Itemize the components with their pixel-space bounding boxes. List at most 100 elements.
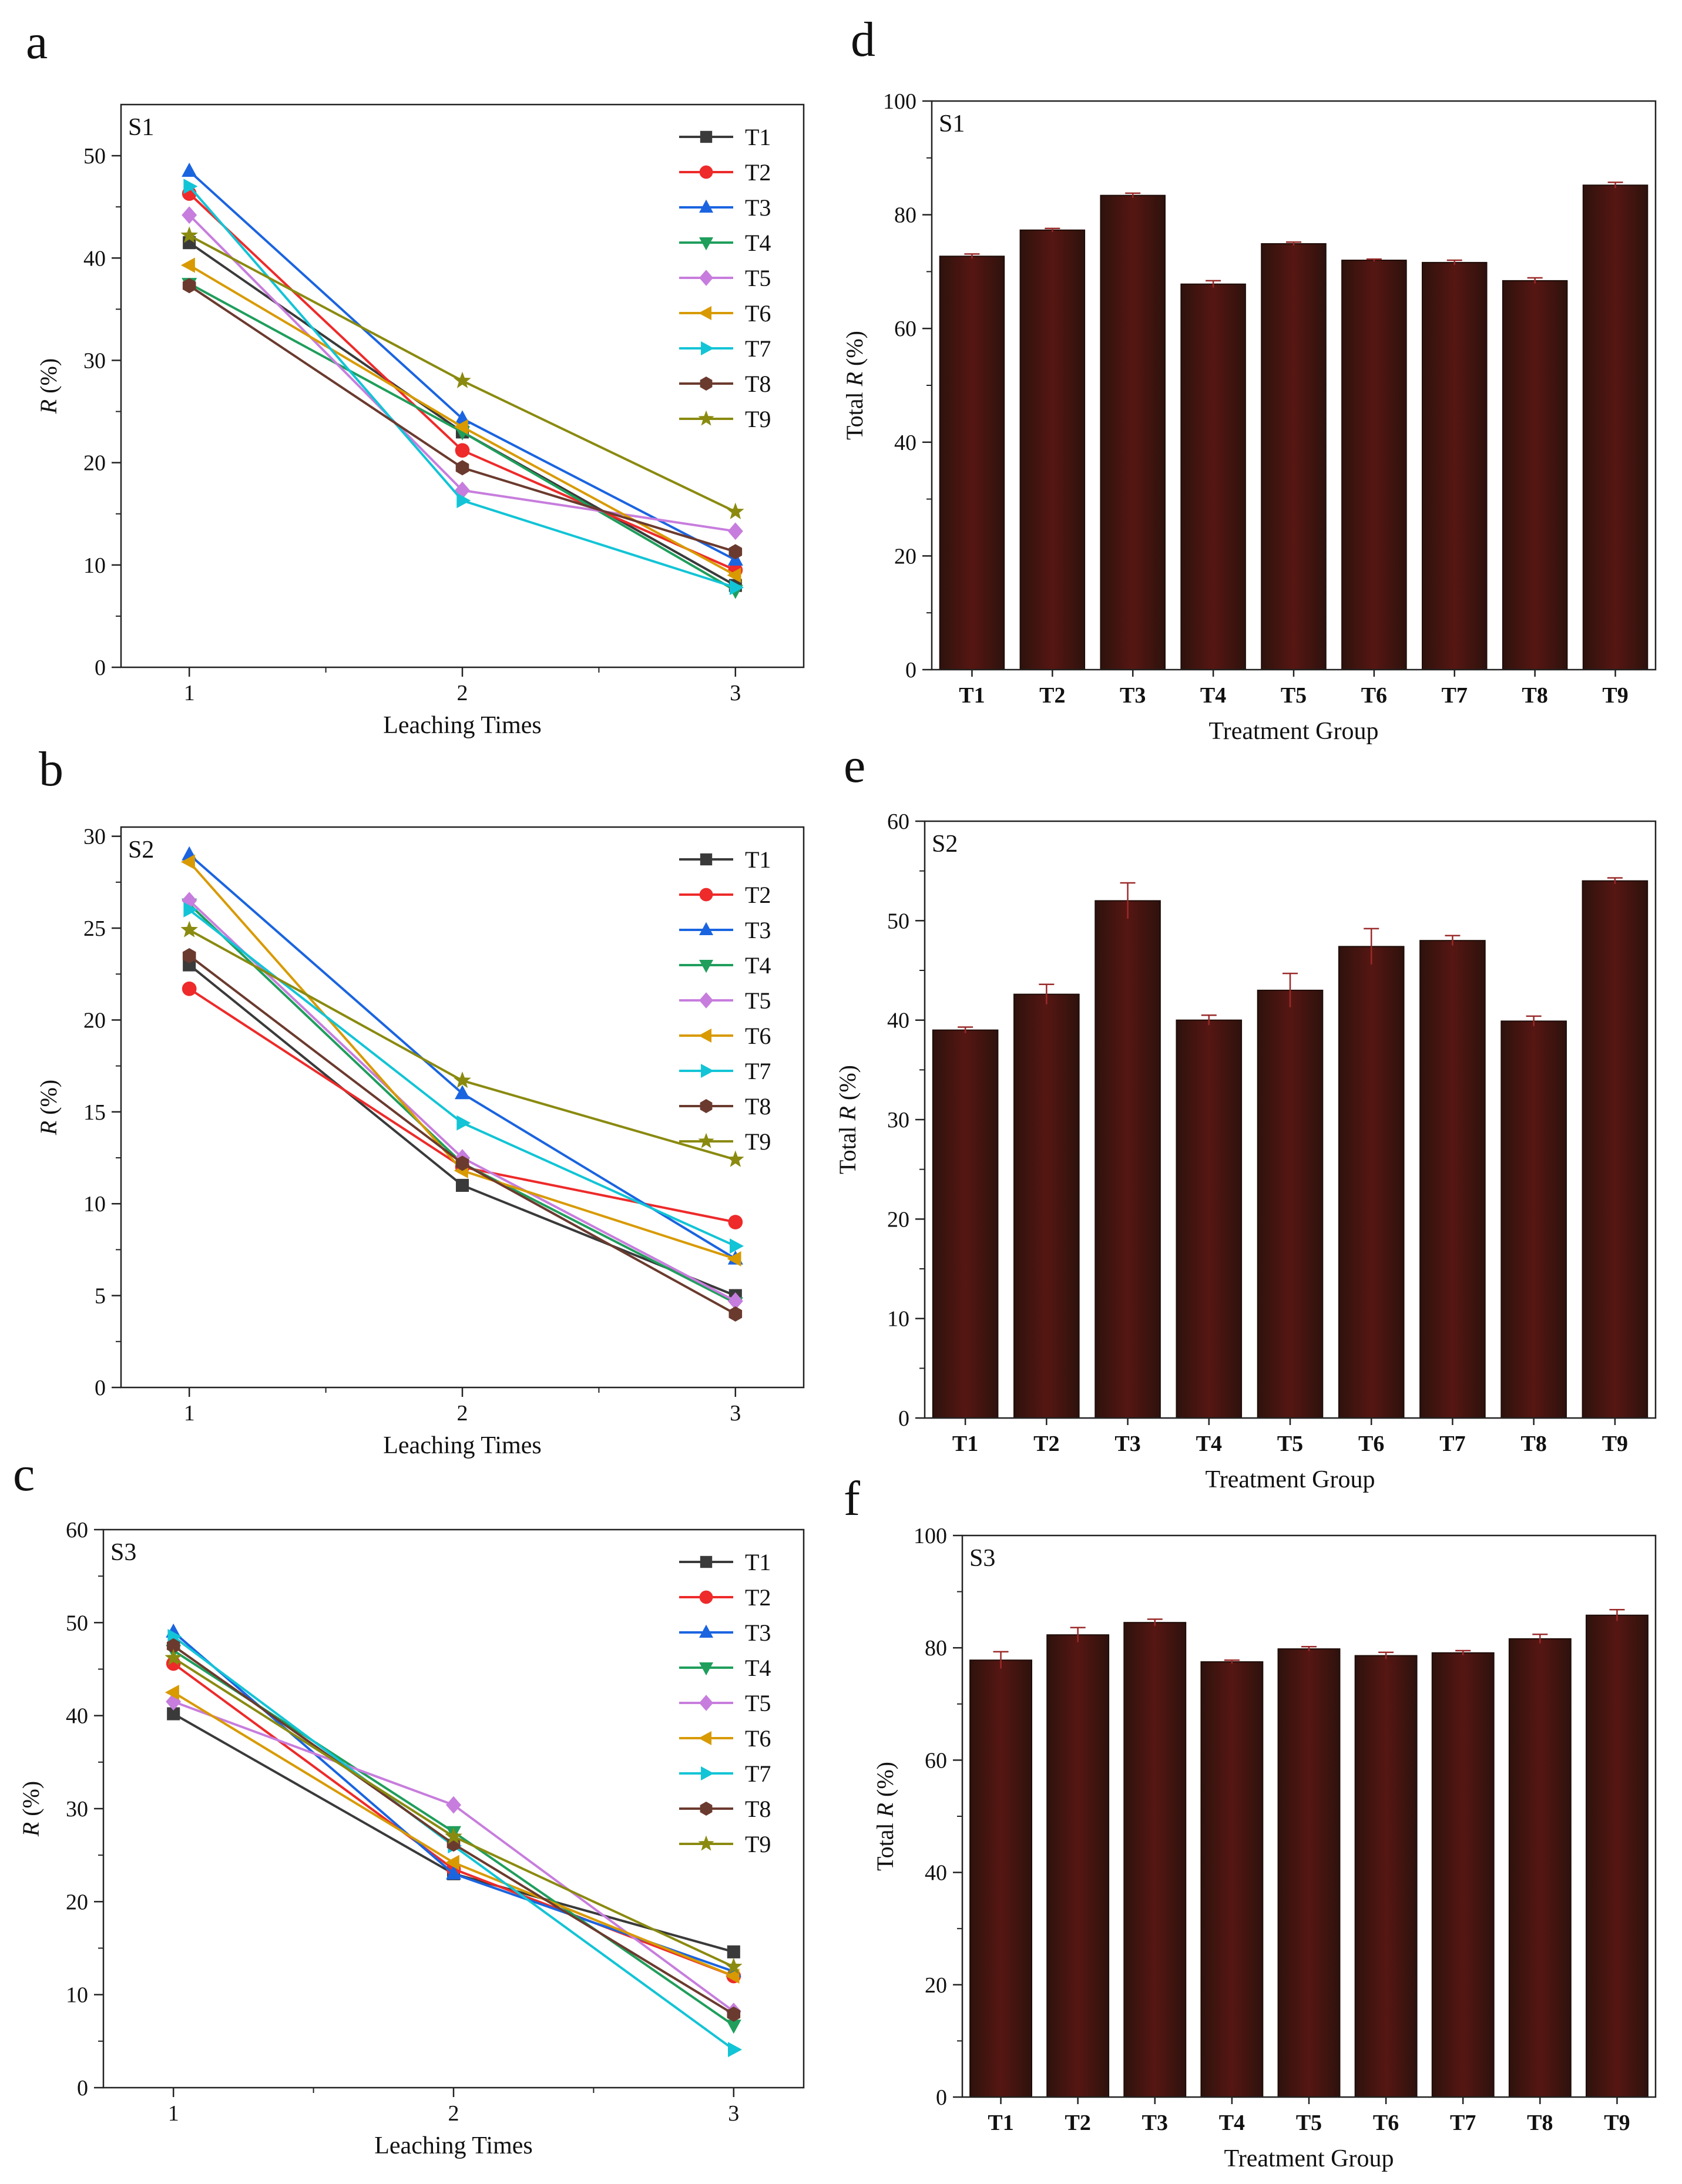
legend-marker [699,960,713,973]
x-tick-label: T4 [1196,1432,1222,1456]
error-bar-T7 [1455,1649,1471,1655]
x-axis-label: Treatment Group [1209,718,1379,745]
series-line-T1 [188,964,736,1297]
y-axis-label-symbol: R [18,1822,44,1837]
legend-item-T6: T6 [679,1023,771,1049]
data-point-T2 [455,443,470,458]
error-bar-T9 [1607,182,1623,189]
y-tick-label: 25 [83,916,106,941]
legend-item-T8: T8 [679,1796,771,1822]
bar-chart-e: 0 10 20 30 40 50 60 T1 T2 T3 T4 T5 T6 T7 T8 T9 Treatment… [834,809,1657,1493]
y-tick-label: 40 [925,1861,947,1886]
error-bar-T8 [1527,277,1543,284]
data-point-T5 [446,1796,461,1814]
y-tick-label: 30 [66,1797,88,1822]
legend-label: T7 [745,1760,771,1787]
error-bar-T7 [1445,935,1461,946]
legend-label: T4 [745,230,771,256]
legend-item-T6: T6 [679,1725,771,1752]
bar-T9 [1582,880,1649,1419]
legend-label: T4 [745,1655,771,1681]
series-T6 [180,854,741,1266]
panel-sample-label: S2 [932,831,958,858]
series-line-T3 [188,854,736,1260]
legend-label: T7 [745,335,771,362]
bar-T4 [1176,1019,1243,1419]
legend-label: T7 [745,1058,771,1084]
legend-marker [698,1731,711,1745]
x-tick-label: 2 [448,2101,459,2126]
y-axis-label: Total R (%) [872,1762,898,1871]
legend-label: T8 [745,371,771,397]
x-tick-label: T2 [1039,683,1065,708]
data-point-T9 [727,1150,744,1167]
legend-label: T9 [745,406,771,432]
x-tick-label: 1 [184,1401,195,1426]
x-tick-label: T7 [1450,2111,1476,2135]
y-tick-label: 20 [83,1008,106,1033]
error-bar-T4 [1201,1014,1217,1026]
legend-marker [700,853,713,866]
data-point-T1 [455,1178,469,1192]
line-chart-b: 0 5 10 15 20 25 30 1 2 3 Leaching Times R (%) S2 T1 T2… [35,825,805,1459]
legend-label: T3 [745,917,771,943]
x-tick-label: 2 [457,1401,468,1426]
legend-marker [700,1099,713,1113]
y-tick-label: 10 [66,1983,88,2008]
bar-chart-f: 0 20 40 60 80 100 T1 T2 T3 T4 T5 T6 T7 T8 T9 Treatment … [872,1524,1657,2172]
x-tick-label: 1 [168,2101,179,2126]
legend-marker [699,1662,713,1676]
panel-sample-label: S1 [128,114,154,141]
data-point-T7 [183,179,198,194]
legend-marker [701,1766,714,1780]
legend-item-T2: T2 [679,159,771,186]
y-tick-label: 15 [83,1100,106,1125]
legend-label: T6 [745,1023,771,1049]
legend-marker [699,1695,713,1711]
data-point-T5 [182,206,197,224]
legend-marker [700,130,713,143]
legend-item-T7: T7 [679,1760,771,1787]
y-tick-label: 0 [936,2085,947,2110]
legend-item-T7: T7 [679,1058,771,1084]
x-tick-label: T4 [1219,2111,1245,2135]
x-tick-label: T5 [1296,2111,1322,2135]
legend-label: T4 [745,952,771,979]
legend-label: T6 [745,1725,771,1752]
data-point-T8 [455,460,469,476]
x-tick-label: 3 [730,1401,741,1426]
y-axis-label-symbol: R [35,1121,62,1135]
legend-item-T3: T3 [679,194,771,221]
bar-chart-d: 0 20 40 60 80 100 T1 T2 T3 T4 T5 T6 T7 T8 T9 Treatment … [841,89,1657,745]
y-tick-label: 0 [898,1406,909,1431]
y-tick-label: 40 [894,431,916,455]
legend-item-T1: T1 [679,124,771,150]
x-tick-label: T7 [1442,683,1468,708]
bar-T8 [1500,1020,1567,1419]
bar-T6 [1338,946,1405,1419]
legend-item-T4: T4 [679,952,771,979]
panel-sample-label: S2 [128,836,154,863]
error-bar-T2 [1039,983,1055,1004]
series-T1 [183,958,742,1302]
panel-letter-a: a [26,15,48,69]
x-tick-label: 2 [457,681,468,705]
y-tick-label: 30 [887,1108,909,1133]
data-point-T3 [182,162,197,177]
x-axis-label: Treatment Group [1206,1466,1375,1493]
x-tick-label: T1 [959,683,985,708]
y-tick-label: 10 [887,1307,909,1332]
data-point-T5 [727,1292,743,1310]
legend-item-T5: T5 [679,987,771,1014]
error-bar-T6 [1366,258,1382,261]
data-point-T9 [725,1957,743,1974]
data-point-T9 [164,1648,182,1666]
data-point-T8 [166,1638,180,1654]
y-tick-label: 20 [887,1207,909,1232]
legend-item-T2: T2 [679,882,771,908]
data-point-T8 [727,2006,741,2022]
legend-label: T9 [745,1128,771,1155]
bar-T4 [1200,1661,1264,2098]
bar-T8 [1508,1638,1572,2098]
legend-marker [700,1555,713,1568]
